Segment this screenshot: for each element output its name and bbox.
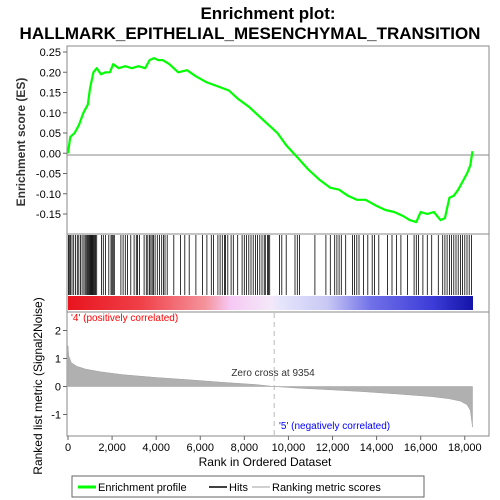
x-tick-label: 16,000: [404, 442, 438, 454]
x-tick-label: 10,000: [272, 442, 306, 454]
chart-title-line1: Enrichment plot:: [200, 4, 335, 23]
metric-panel-frame: [66, 311, 490, 437]
legend-hits-label: Hits: [229, 482, 248, 494]
es-y-tick-label: -0.10: [36, 189, 61, 201]
es-panel-frame: [66, 45, 490, 235]
legend-enrichment-profile-label: Enrichment profile: [98, 482, 187, 494]
es-axis-label: Enrichment score (ES): [14, 78, 28, 207]
metric-y-tick-label: -1: [51, 410, 61, 422]
legend-box: [71, 475, 425, 498]
es-y-tick-label: -0.05: [36, 169, 61, 181]
legend-ranking-metric-label: Ranking metric scores: [272, 482, 381, 494]
negative-correlation-label: '5' (negatively correlated): [279, 421, 390, 432]
x-tick-label: 8,000: [231, 442, 259, 454]
chart-legend: Enrichment profile Hits Ranking metric s…: [71, 475, 425, 498]
hits-panel: [66, 233, 490, 313]
metric-axis-label: Ranked list metric (Signal2Noise): [31, 297, 45, 474]
x-tick-label: 6,000: [186, 442, 214, 454]
chart-title-line2: HALLMARK_EPITHELIAL_MESENCHYMAL_TRANSITI…: [20, 24, 481, 43]
positive-correlation-label: '4' (positively correlated): [71, 313, 178, 324]
x-tick-label: 2,000: [98, 442, 126, 454]
rank-color-bar: [68, 296, 473, 310]
metric-y-tick-label: 0: [55, 382, 61, 394]
x-tick-label: 4,000: [142, 442, 170, 454]
es-y-tick-label: 0.00: [40, 148, 61, 160]
zero-cross-label: Zero cross at 9354: [231, 368, 315, 379]
enrichment-profile-line: [66, 56, 474, 224]
x-axis-label: Rank in Ordered Dataset: [199, 455, 332, 469]
metric-panel: 2 1 0 -1 Zero cross at 9354 '4' (positively…: [51, 311, 490, 437]
es-y-tick-label: 0.25: [40, 47, 61, 59]
es-y-tick-label: 0.20: [40, 67, 61, 79]
x-tick-label: 12,000: [316, 442, 350, 454]
x-tick-label: 18,000: [448, 442, 482, 454]
x-tick-label: 0: [65, 442, 71, 454]
es-y-tick-label: 0.10: [40, 108, 61, 120]
es-y-tick-label: 0.05: [40, 128, 61, 140]
es-y-tick-label: -0.15: [36, 209, 61, 221]
metric-y-tick-label: 2: [55, 326, 61, 338]
metric-y-tick-label: 1: [55, 354, 61, 366]
es-y-tick-label: 0.15: [40, 88, 61, 100]
x-tick-label: 14,000: [360, 442, 394, 454]
es-panel: 0.25 0.20 0.15 0.10 0.05 0.00 -0.05 -0.10 -0.15: [36, 45, 490, 235]
